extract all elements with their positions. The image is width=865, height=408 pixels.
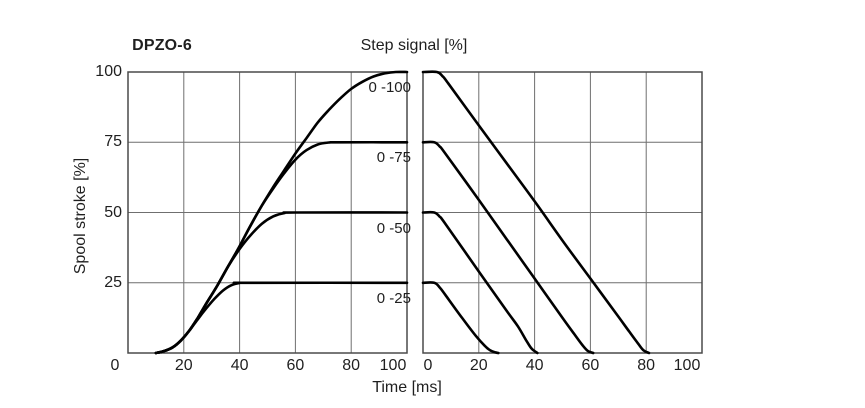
x-tick-label: 100: [379, 357, 407, 374]
response-curve-0 -25: [154, 281, 409, 355]
response-curve-75: [421, 140, 595, 355]
response-curve-100: [421, 70, 651, 355]
x-tick-label: 60: [286, 357, 305, 374]
x-tick-label: 80: [637, 357, 656, 374]
curve-label-100: 0 -100: [368, 79, 411, 96]
x-tick-label: 0: [423, 357, 433, 374]
response-curve-50: [421, 210, 539, 355]
y-tick-label: 100: [95, 63, 122, 80]
y-tick-label: 75: [104, 133, 122, 151]
y-tick-label: 25: [104, 273, 122, 291]
curve-label-50: 0 -50: [376, 219, 411, 237]
x-tick-label: 100: [673, 357, 701, 374]
x-tick-label: 40: [230, 357, 249, 374]
y-tick-label: 50: [104, 203, 122, 221]
x-tick-label: 20: [174, 357, 193, 374]
x-tick-label: 0: [110, 357, 120, 374]
curve-label-75: 0 -75: [376, 149, 411, 167]
x-tick-label: 80: [342, 357, 361, 374]
x-tick-label: 60: [581, 357, 600, 374]
x-tick-label: 20: [469, 357, 488, 374]
response-curve-25: [421, 281, 500, 355]
x-axis-label: Time [ms]: [372, 379, 442, 396]
model-title: DPZO-6: [132, 37, 192, 54]
step-signal-title: Step signal [%]: [360, 37, 468, 54]
x-tick-label: 40: [525, 357, 544, 374]
curve-label-25: 0 -25: [376, 289, 411, 307]
